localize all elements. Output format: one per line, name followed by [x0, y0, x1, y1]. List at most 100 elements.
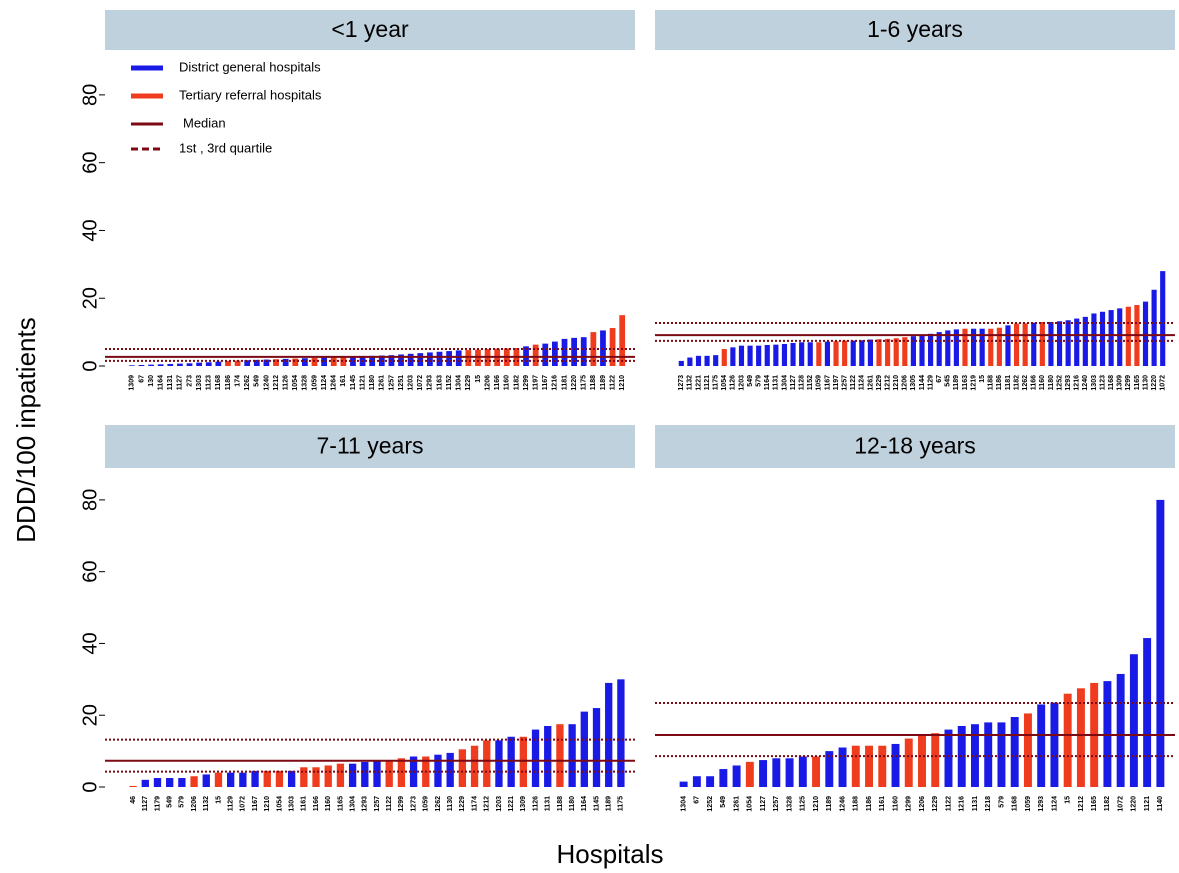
panel-header	[655, 10, 1175, 50]
x-tick-label: 1299	[523, 375, 530, 391]
bar	[190, 776, 198, 787]
x-tick-label: 1197	[833, 375, 840, 390]
bar	[1050, 702, 1059, 787]
bar	[988, 328, 994, 366]
x-tick-label: 1152	[807, 375, 814, 390]
x-tick-label: 1167	[824, 375, 831, 390]
x-tick-label: 1161	[879, 796, 886, 811]
bar	[971, 724, 979, 787]
bar	[507, 736, 515, 787]
x-tick-label: 1261	[379, 375, 386, 391]
x-tick-label: 1164	[157, 375, 164, 390]
x-tick-label: 1188	[988, 375, 995, 390]
x-tick-label: 1122	[609, 375, 616, 390]
x-tick-label: 1152	[446, 375, 453, 390]
bar	[1082, 316, 1088, 366]
x-tick-label: 1054	[292, 375, 299, 391]
bar	[719, 769, 728, 787]
bar	[851, 745, 860, 787]
bar	[196, 362, 202, 366]
bar	[816, 342, 822, 366]
bar	[772, 758, 781, 787]
x-tick-label: 1168	[1012, 796, 1019, 811]
x-tick-label: 1161	[301, 796, 308, 811]
bar	[704, 355, 710, 366]
x-tick-label: 1123	[1099, 375, 1106, 390]
x-tick-label: 1186	[866, 796, 873, 811]
bar	[321, 357, 327, 366]
y-tick-label: 20	[79, 704, 101, 726]
x-tick-label: 1144	[919, 375, 926, 390]
bar	[1048, 321, 1054, 366]
x-tick-label: 1216	[552, 375, 559, 391]
y-tick-label: 80	[79, 84, 101, 106]
x-tick-label: 1127	[790, 375, 797, 390]
bar	[825, 751, 834, 787]
bar	[475, 349, 481, 366]
x-tick-label: 1166	[494, 375, 501, 390]
bar	[324, 765, 332, 787]
x-tick-label: 1293	[362, 796, 369, 812]
bar	[141, 779, 149, 787]
bar	[745, 761, 754, 787]
x-tick-label: 549	[720, 796, 727, 808]
x-tick-label: 1122	[386, 796, 393, 811]
x-tick-label: 1131	[545, 796, 552, 811]
x-tick-label: 1304	[781, 375, 788, 391]
x-tick-label: 1197	[532, 375, 539, 390]
bar	[1129, 654, 1138, 787]
x-tick-label: 1309	[129, 375, 136, 391]
x-tick-label: 1175	[713, 375, 720, 390]
x-tick-label: 1128	[798, 375, 805, 390]
y-tick-label: 0	[79, 781, 101, 792]
x-tick-label: 1261	[733, 796, 740, 812]
bar	[542, 343, 549, 366]
bar	[756, 345, 762, 366]
x-tick-label: 1188	[557, 796, 564, 811]
bar	[417, 353, 424, 366]
x-tick-label: 1168	[215, 375, 222, 390]
bar	[876, 339, 882, 366]
bar	[519, 736, 527, 787]
bar	[910, 336, 916, 366]
x-tick-label: 1167	[542, 375, 549, 390]
bar	[1065, 320, 1071, 366]
x-tick-label: 1210	[893, 375, 900, 391]
bar	[1156, 499, 1165, 787]
x-tick-label: 1189	[600, 375, 607, 390]
x-tick-label: 15	[979, 375, 986, 383]
bar	[336, 763, 345, 787]
x-tick-label: 1264	[331, 375, 338, 391]
x-tick-label: 1145	[350, 375, 357, 390]
bar	[215, 361, 222, 366]
x-tick-label: 1174	[471, 796, 478, 811]
x-tick-label: 1126	[532, 796, 539, 811]
bar	[1031, 322, 1037, 366]
x-tick-label: 1257	[374, 796, 381, 812]
x-tick-label: 1122	[945, 796, 952, 811]
legend-label: 1st , 3rd quartile	[179, 140, 272, 155]
bar	[997, 722, 1006, 787]
x-tick-label: 15	[475, 375, 482, 383]
x-tick-label: 1122	[850, 375, 857, 390]
x-tick-label: 1054	[747, 796, 754, 812]
bar	[928, 333, 934, 366]
bar	[687, 357, 693, 366]
x-tick-label: 1182	[1013, 375, 1020, 390]
x-tick-label: 545	[945, 375, 952, 387]
x-tick-label: 1229	[932, 796, 939, 812]
x-tick-label: 1072	[240, 796, 247, 812]
x-tick-label: 1246	[839, 796, 846, 812]
x-tick-label: 15	[215, 796, 222, 804]
x-tick-label: 1299	[398, 796, 405, 812]
bar	[177, 363, 183, 366]
bar	[407, 353, 414, 366]
bar	[427, 352, 433, 366]
x-tick-label: 1240	[1082, 375, 1089, 391]
x-tick-label: 1203	[738, 375, 745, 391]
x-tick-label: 1210	[813, 796, 820, 812]
x-tick-label: 67	[694, 796, 701, 804]
bar	[1091, 313, 1097, 366]
x-tick-label: 1219	[970, 375, 977, 391]
bar	[785, 758, 794, 787]
